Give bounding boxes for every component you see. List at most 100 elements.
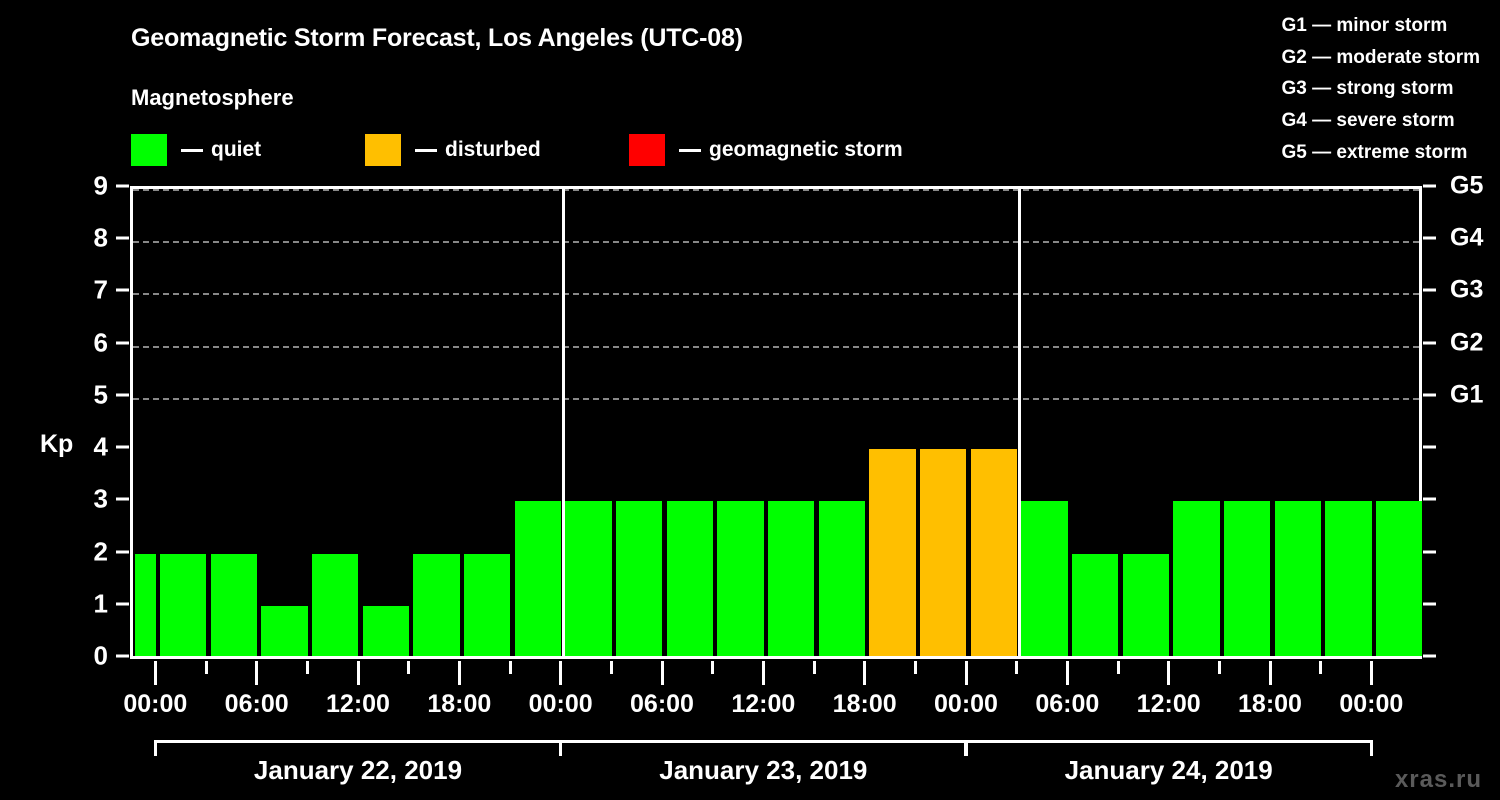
kp-bar bbox=[1223, 501, 1271, 658]
gridline-kp-7 bbox=[133, 293, 1419, 296]
legend-label: quiet bbox=[211, 138, 262, 161]
x-tick-11 bbox=[711, 661, 715, 674]
x-tick-13 bbox=[812, 661, 816, 674]
y-tick-label-1: 1 bbox=[93, 588, 108, 619]
y-tick-mark-5 bbox=[116, 393, 129, 397]
watermark: xras.ru bbox=[1394, 766, 1482, 793]
y-tick-mark-8 bbox=[116, 236, 129, 240]
x-tick-20 bbox=[1167, 661, 1171, 685]
legend-dash-icon bbox=[415, 148, 437, 152]
legend-entry-disturbed: disturbed bbox=[365, 133, 541, 167]
x-time-label: 12:00 bbox=[731, 690, 796, 718]
g-scale-legend: G1 — minor storm G2 — moderate storm G3 — … bbox=[1282, 10, 1481, 169]
day-bracket-1 bbox=[153, 740, 563, 756]
x-tick-15 bbox=[913, 661, 917, 674]
legend-label: geomagnetic storm bbox=[709, 138, 903, 161]
g-axis-label-G5: G5 bbox=[1450, 171, 1484, 200]
g-scale-line-3: G3 — strong storm bbox=[1281, 78, 1454, 100]
x-tick-8 bbox=[559, 661, 563, 685]
legend-dash-icon bbox=[679, 148, 701, 152]
x-tick-10 bbox=[660, 661, 664, 685]
y-tick-mark-9 bbox=[116, 184, 129, 188]
gridline-kp-5 bbox=[133, 397, 1419, 400]
g-tick-mark-kp-4 bbox=[1423, 445, 1436, 449]
x-tick-21 bbox=[1217, 661, 1221, 674]
kp-bar bbox=[970, 449, 1018, 658]
kp-bar bbox=[818, 501, 866, 658]
x-time-label: 12:00 bbox=[1136, 690, 1201, 718]
y-tick-mark-2 bbox=[116, 550, 129, 554]
y-tick-label-9: 9 bbox=[93, 170, 108, 201]
kp-bar bbox=[1173, 501, 1220, 658]
x-tick-4 bbox=[356, 661, 360, 685]
x-tick-14 bbox=[863, 661, 867, 685]
g-tick-mark-kp-7 bbox=[1423, 288, 1436, 292]
x-time-label: 06:00 bbox=[630, 690, 694, 718]
y-tick-mark-1 bbox=[116, 602, 129, 606]
g-axis-label-G3: G3 bbox=[1450, 275, 1484, 304]
day-label: January 23, 2019 bbox=[659, 755, 868, 785]
g-tick-mark-kp-3 bbox=[1423, 497, 1436, 501]
y-tick-label-5: 5 bbox=[93, 379, 108, 410]
g-tick-mark-kp-6 bbox=[1423, 341, 1436, 345]
x-time-label: 06:00 bbox=[1035, 690, 1100, 718]
x-tick-23 bbox=[1319, 661, 1323, 674]
g-scale-line-2: G2 — moderate storm bbox=[1281, 46, 1481, 68]
g-axis-label-G4: G4 bbox=[1450, 223, 1484, 252]
x-tick-1 bbox=[204, 661, 208, 674]
x-axis-line bbox=[130, 656, 1422, 659]
disturbed-swatch bbox=[365, 134, 401, 166]
legend-dash-icon bbox=[181, 148, 203, 152]
y-tick-mark-0 bbox=[116, 654, 129, 658]
legend-entry-geomagnetic-storm: geomagnetic storm bbox=[629, 133, 903, 167]
plot-inner bbox=[133, 189, 1423, 658]
kp-bar bbox=[767, 501, 815, 658]
x-time-label: 12:00 bbox=[326, 690, 390, 718]
kp-bar bbox=[717, 501, 764, 658]
day-separator-1 bbox=[562, 189, 566, 658]
y-tick-label-6: 6 bbox=[93, 327, 108, 358]
x-tick-22 bbox=[1268, 661, 1272, 685]
g-scale-line-1: G1 — minor storm bbox=[1281, 15, 1448, 36]
y-tick-mark-3 bbox=[116, 497, 129, 501]
plot-area bbox=[130, 186, 1423, 658]
kp-bar bbox=[869, 449, 916, 658]
kp-bar bbox=[1071, 553, 1119, 658]
g-scale-line-5: G5 — extreme storm bbox=[1281, 141, 1468, 163]
legend-label: disturbed bbox=[445, 138, 541, 161]
kp-bar bbox=[210, 553, 258, 658]
kp-bar bbox=[514, 501, 562, 658]
day-bracket-3 bbox=[964, 740, 1373, 756]
g-tick-mark-kp-8 bbox=[1423, 236, 1436, 240]
page-title: Geomagnetic Storm Forecast, Los Angeles … bbox=[131, 24, 743, 52]
gridline-kp-8 bbox=[133, 241, 1419, 244]
kp-bar bbox=[919, 449, 967, 658]
kp-bar bbox=[666, 501, 714, 658]
x-tick-0 bbox=[153, 661, 157, 685]
y-tick-mark-6 bbox=[116, 341, 129, 345]
g-tick-mark-kp-5 bbox=[1423, 393, 1436, 397]
x-tick-6 bbox=[457, 661, 461, 685]
y-tick-label-4: 4 bbox=[93, 431, 108, 462]
kp-bar bbox=[615, 501, 663, 658]
g-scale-line-4: G4 — severe storm bbox=[1281, 110, 1455, 132]
kp-bar bbox=[159, 553, 207, 658]
magnetosphere-label: Magnetosphere bbox=[131, 85, 294, 110]
x-time-label: 18:00 bbox=[427, 690, 492, 718]
kp-bar bbox=[1021, 501, 1068, 658]
kp-bar bbox=[1122, 553, 1170, 658]
storm-swatch bbox=[629, 134, 665, 166]
quiet-swatch bbox=[131, 134, 167, 166]
g-tick-mark-kp-2 bbox=[1423, 550, 1436, 554]
day-label: January 24, 2019 bbox=[1064, 755, 1273, 785]
x-tick-3 bbox=[305, 661, 309, 674]
g-tick-mark-kp-1 bbox=[1423, 602, 1436, 606]
x-tick-9 bbox=[609, 661, 613, 674]
y-tick-mark-7 bbox=[116, 288, 129, 292]
x-tick-18 bbox=[1065, 661, 1069, 685]
y-tick-label-7: 7 bbox=[93, 274, 108, 305]
x-tick-17 bbox=[1015, 661, 1019, 674]
y-tick-label-0: 0 bbox=[93, 640, 108, 671]
x-time-label: 00:00 bbox=[1339, 690, 1404, 718]
kp-bar bbox=[565, 501, 612, 658]
